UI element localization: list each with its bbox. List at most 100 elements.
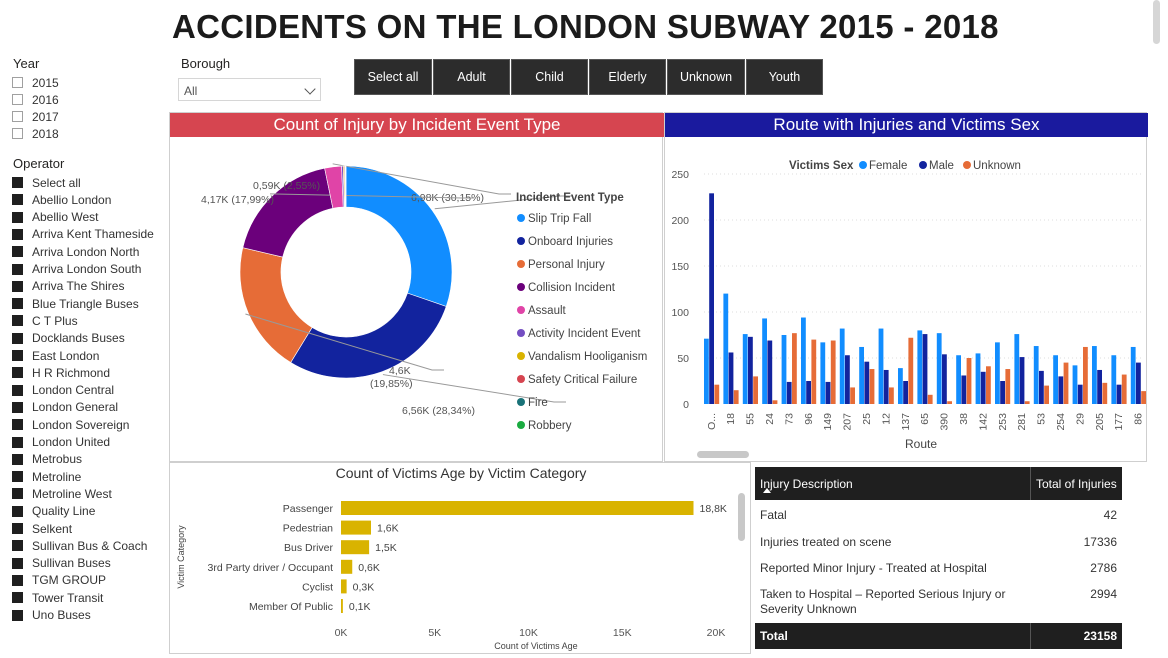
checkbox[interactable] — [12, 419, 23, 431]
checkbox[interactable] — [12, 315, 23, 327]
checkbox[interactable] — [12, 128, 23, 139]
operator-option[interactable]: Metrobus — [12, 451, 82, 468]
checkbox[interactable] — [12, 523, 23, 534]
operator-option[interactable]: H R Richmond — [12, 364, 110, 381]
route-legend-entry[interactable]: Female — [869, 160, 907, 172]
route-bar[interactable] — [709, 193, 714, 404]
age-bar[interactable] — [341, 599, 343, 613]
route-bar[interactable] — [811, 339, 817, 404]
route-bar[interactable] — [806, 381, 811, 404]
checkbox[interactable] — [12, 350, 23, 361]
checkbox[interactable] — [12, 436, 23, 448]
operator-option[interactable]: Sullivan Bus & Coach — [12, 537, 147, 554]
operator-option[interactable]: Metroline West — [12, 485, 112, 502]
operator-option[interactable]: Arriva London North — [12, 243, 139, 260]
checkbox[interactable] — [12, 228, 23, 240]
route-bar[interactable] — [980, 371, 986, 404]
table-header-injury-description[interactable]: Injury Description — [755, 467, 1030, 500]
route-bar[interactable] — [1024, 401, 1030, 404]
route-bar[interactable] — [742, 334, 748, 404]
route-bar[interactable] — [714, 384, 720, 404]
operator-option[interactable]: Uno Buses — [12, 607, 91, 624]
table-header-total-injuries[interactable]: Total of Injuries — [1030, 467, 1122, 500]
checkbox[interactable] — [12, 592, 23, 604]
operator-option[interactable]: Abellio West — [12, 209, 98, 226]
route-bar[interactable] — [839, 328, 845, 404]
donut-legend-entry[interactable]: Slip Trip Fall — [528, 213, 591, 225]
operator-option[interactable]: Tower Transit — [12, 589, 103, 606]
operator-option[interactable]: C T Plus — [12, 312, 78, 329]
operator-option[interactable]: Arriva Kent Thameside — [12, 226, 154, 243]
route-bar[interactable] — [1141, 391, 1146, 404]
operator-option[interactable]: London United — [12, 434, 110, 451]
route-bar[interactable] — [1121, 374, 1127, 404]
route-bar[interactable] — [1102, 382, 1108, 404]
category-button-youth[interactable]: Youth — [746, 59, 823, 95]
route-bar[interactable] — [753, 376, 758, 404]
route-bar[interactable] — [1000, 381, 1005, 404]
checkbox[interactable] — [12, 540, 23, 552]
operator-option[interactable]: Select all — [12, 174, 81, 191]
age-bar[interactable] — [341, 540, 370, 555]
checkbox[interactable] — [12, 211, 23, 223]
checkbox[interactable] — [12, 111, 23, 122]
route-bar[interactable] — [898, 368, 903, 404]
donut-slice[interactable] — [290, 292, 447, 379]
donut-legend-entry[interactable]: Fire — [528, 397, 548, 409]
route-bar[interactable] — [786, 381, 792, 404]
route-bar[interactable] — [927, 394, 933, 404]
operator-option[interactable]: TGM GROUP — [12, 572, 106, 589]
age-bar[interactable] — [341, 579, 347, 594]
operator-option[interactable]: Arriva The Shires — [12, 278, 124, 295]
checkbox[interactable] — [12, 574, 23, 586]
route-bar[interactable] — [820, 342, 826, 404]
operator-option[interactable]: Docklands Buses — [12, 330, 125, 347]
year-option-2015[interactable]: 2015 — [12, 74, 59, 91]
year-option-2017[interactable]: 2017 — [12, 108, 59, 125]
operator-option[interactable]: London Sovereign — [12, 416, 129, 433]
operator-option[interactable]: Sullivan Buses — [12, 555, 111, 572]
route-bar[interactable] — [1077, 384, 1083, 404]
route-bar[interactable] — [792, 333, 797, 404]
route-bar[interactable] — [704, 338, 709, 404]
route-bar[interactable] — [1044, 385, 1049, 404]
checkbox[interactable] — [12, 471, 23, 483]
operator-option[interactable]: London Central — [12, 382, 114, 399]
route-bar[interactable] — [850, 387, 855, 404]
age-bar[interactable] — [341, 520, 371, 535]
year-option-2018[interactable]: 2018 — [12, 125, 59, 142]
donut-legend-entry[interactable]: Safety Critical Failure — [528, 374, 637, 386]
route-bar[interactable] — [908, 337, 914, 404]
route-bar[interactable] — [1092, 346, 1097, 404]
route-bar[interactable] — [733, 390, 739, 404]
route-bar[interactable] — [825, 381, 831, 404]
route-bar[interactable] — [772, 400, 778, 404]
operator-option[interactable]: Metroline — [12, 468, 81, 485]
operator-option[interactable]: Blue Triangle Buses — [12, 295, 139, 312]
checkbox[interactable] — [12, 367, 23, 379]
route-bar[interactable] — [878, 328, 884, 404]
vertical-scrollbar[interactable] — [738, 493, 745, 541]
route-bar[interactable] — [1072, 365, 1078, 404]
route-bar[interactable] — [1083, 346, 1088, 404]
route-bar[interactable] — [748, 336, 753, 404]
route-bar[interactable] — [986, 366, 991, 404]
category-button-unknown[interactable]: Unknown — [667, 59, 745, 95]
horizontal-scrollbar[interactable] — [697, 451, 749, 458]
route-bar[interactable] — [1039, 370, 1044, 404]
route-bar[interactable] — [767, 340, 773, 404]
route-bar[interactable] — [781, 335, 787, 404]
checkbox[interactable] — [12, 557, 23, 569]
checkbox[interactable] — [12, 298, 23, 310]
route-bar[interactable] — [1097, 369, 1102, 404]
borough-dropdown[interactable]: All — [178, 78, 321, 101]
checkbox[interactable] — [12, 384, 23, 396]
route-bar[interactable] — [1130, 346, 1136, 404]
route-bar[interactable] — [903, 381, 908, 404]
donut-legend-entry[interactable]: Vandalism Hooliganism — [528, 351, 647, 363]
route-bar[interactable] — [995, 342, 1000, 404]
page-scrollbar[interactable] — [1153, 0, 1160, 44]
category-button-elderly[interactable]: Elderly — [589, 59, 666, 95]
route-bar[interactable] — [1063, 362, 1069, 404]
route-bar[interactable] — [956, 355, 961, 404]
